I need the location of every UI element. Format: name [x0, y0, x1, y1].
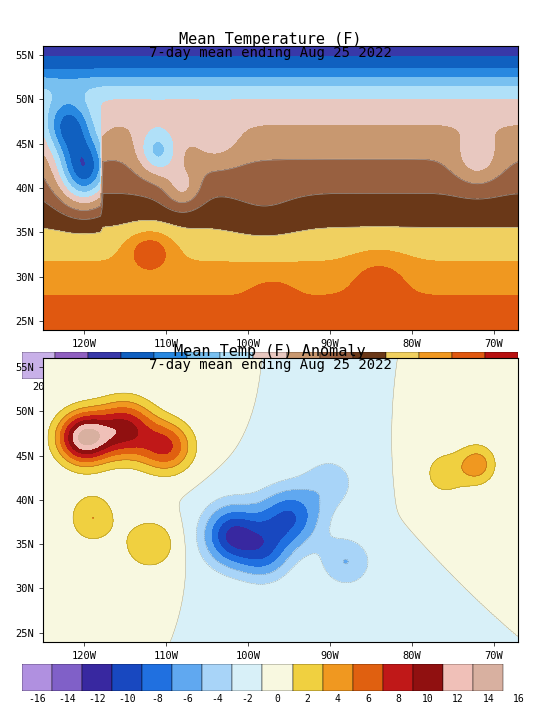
Bar — [154, 352, 187, 379]
Bar — [22, 352, 55, 379]
Bar — [473, 664, 503, 691]
Bar — [353, 664, 383, 691]
Bar — [323, 664, 353, 691]
Bar — [112, 664, 142, 691]
Bar — [443, 664, 473, 691]
Bar — [386, 352, 419, 379]
Bar — [172, 664, 202, 691]
Bar — [22, 664, 52, 691]
Bar — [187, 352, 220, 379]
Bar — [413, 664, 443, 691]
Bar — [52, 664, 82, 691]
Bar — [383, 664, 413, 691]
Bar — [320, 352, 353, 379]
Bar — [121, 352, 154, 379]
Bar — [353, 352, 386, 379]
Bar — [253, 352, 287, 379]
Bar — [82, 664, 112, 691]
Bar — [220, 352, 253, 379]
Bar — [419, 352, 452, 379]
Bar — [232, 664, 262, 691]
Bar — [293, 664, 323, 691]
Text: 7-day mean ending Aug 25 2022: 7-day mean ending Aug 25 2022 — [148, 46, 392, 60]
Bar — [202, 664, 232, 691]
Text: 7-day mean ending Aug 25 2022: 7-day mean ending Aug 25 2022 — [148, 358, 392, 372]
Bar — [55, 352, 88, 379]
Text: Mean Temperature (F): Mean Temperature (F) — [179, 32, 361, 47]
Bar — [262, 664, 293, 691]
Bar — [485, 352, 518, 379]
Bar — [452, 352, 485, 379]
Bar — [142, 664, 172, 691]
Bar — [287, 352, 320, 379]
Text: Mean Temp (F) Anomaly: Mean Temp (F) Anomaly — [174, 344, 366, 359]
Bar — [88, 352, 121, 379]
